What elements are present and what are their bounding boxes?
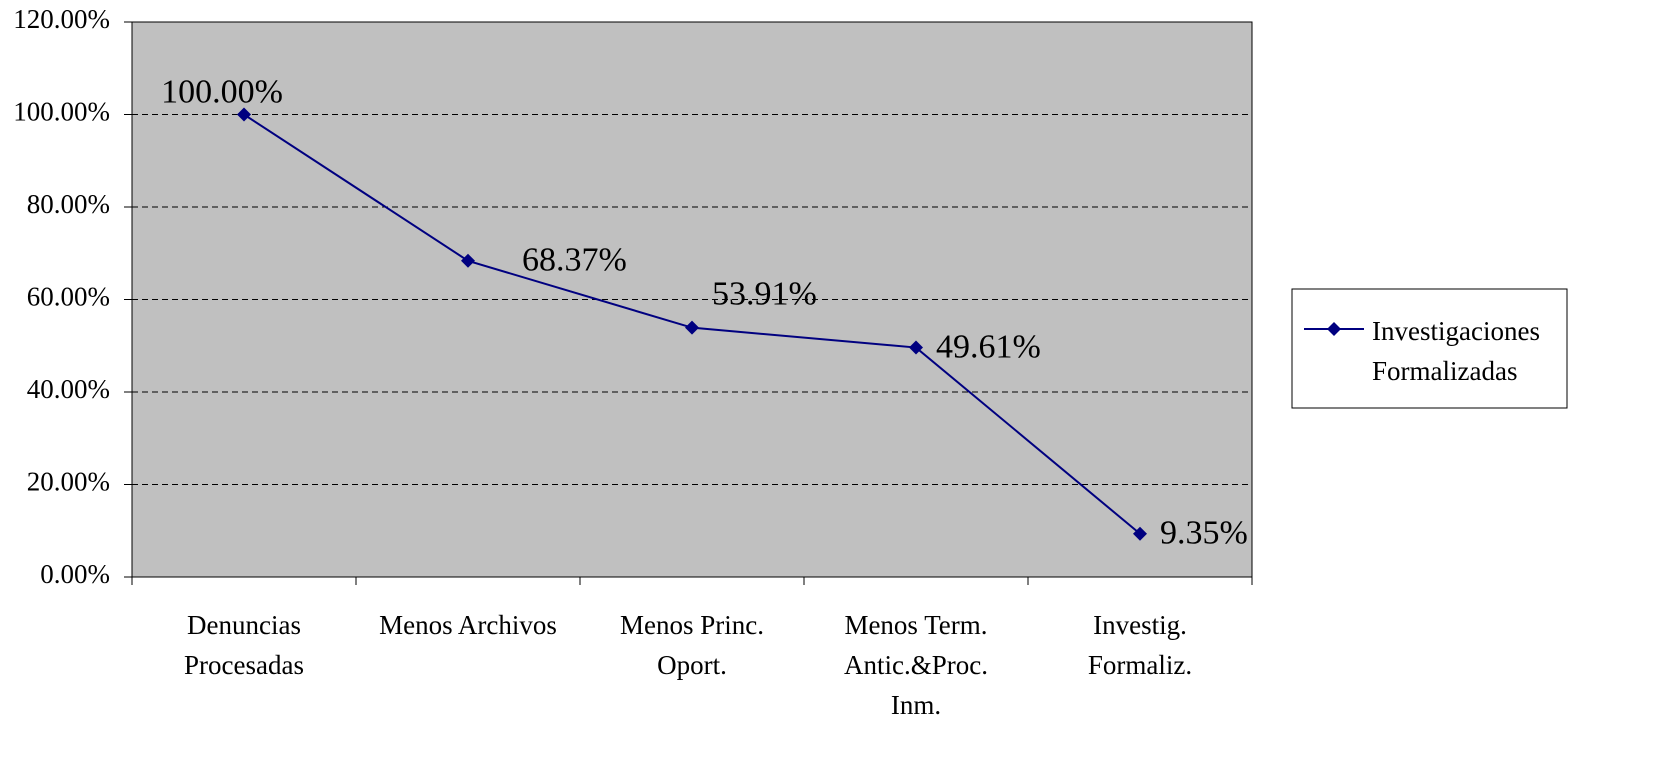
x-tick-label: Investig. Formaliz.: [1087, 610, 1193, 680]
legend-marker: [1327, 322, 1341, 336]
marker: [685, 320, 699, 335]
data-label: 49.61%: [936, 328, 1041, 365]
y-tick-label: 20.00%: [27, 467, 110, 497]
legend-label: Investigaciones Formalizadas: [1372, 316, 1540, 386]
y-tick-label: 100.00%: [13, 97, 110, 127]
data-label: 68.37%: [522, 242, 627, 279]
y-tick-label: 80.00%: [27, 189, 110, 219]
data-label: 9.35%: [1160, 515, 1248, 552]
y-tick-label: 120.00%: [13, 4, 110, 34]
x-tick-label: Menos Princ. Oport.: [620, 610, 764, 680]
marker: [237, 107, 251, 122]
x-tick-label: Menos Term. Antic.&Proc. Inm.: [844, 610, 988, 720]
x-tick-label: Menos Archivos: [379, 610, 557, 640]
marker: [461, 253, 475, 268]
data-label: 100.00%: [161, 73, 283, 110]
x-tick-label: Denuncias Procesadas: [184, 610, 304, 680]
y-tick-label: 60.00%: [27, 282, 110, 312]
y-tick-label: 0.00%: [40, 559, 110, 589]
legend-box: [1291, 288, 1568, 409]
data-label: 53.91%: [712, 275, 817, 312]
y-tick-label: 40.00%: [27, 374, 110, 404]
marker: [909, 340, 923, 355]
marker: [1133, 526, 1147, 541]
